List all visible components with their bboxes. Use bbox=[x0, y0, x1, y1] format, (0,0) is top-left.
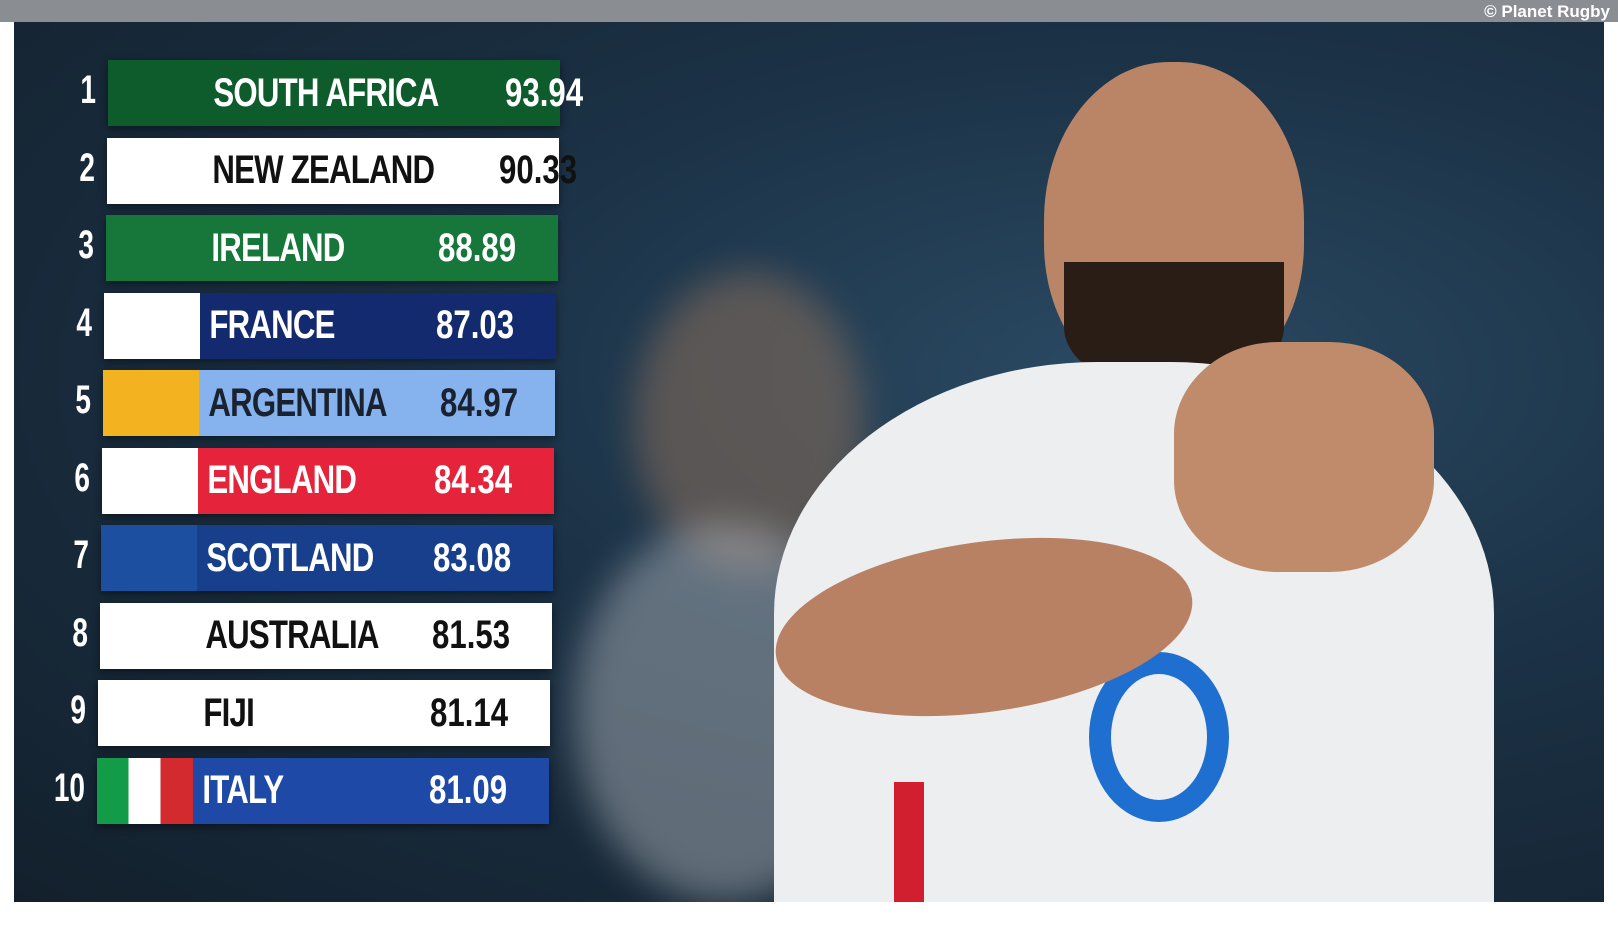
team-points: 88.89 bbox=[437, 225, 516, 270]
team-name: IRELAND bbox=[210, 225, 345, 270]
team-points: 84.34 bbox=[434, 458, 513, 502]
team-logo bbox=[103, 370, 200, 436]
team-points: 81.53 bbox=[431, 613, 510, 657]
team-logo bbox=[106, 137, 203, 204]
ranking-row: ARGENTINA 84.97 bbox=[103, 370, 556, 436]
rank: 4 bbox=[76, 300, 93, 345]
rank: 6 bbox=[74, 455, 90, 500]
ranking-row: ITALY 81.09 bbox=[97, 757, 550, 824]
team-logo bbox=[98, 680, 195, 746]
rank: 2 bbox=[79, 145, 95, 190]
team-logo bbox=[99, 602, 196, 669]
ranking-row: SOUTH AFRICA 93.94 bbox=[108, 60, 583, 126]
ranking-row: FRANCE 87.03 bbox=[104, 292, 557, 359]
player-hands bbox=[1174, 342, 1434, 572]
shirt-stripe bbox=[894, 782, 924, 902]
team-points: 81.09 bbox=[429, 768, 508, 812]
rank: 7 bbox=[73, 533, 89, 577]
ranking-row: ENGLAND 84.34 bbox=[102, 447, 554, 514]
team-name: FIJI bbox=[203, 690, 255, 735]
team-logo bbox=[105, 215, 202, 281]
rank: 1 bbox=[80, 68, 96, 112]
team-name: SOUTH AFRICA bbox=[213, 70, 439, 115]
team-points: 87.03 bbox=[436, 303, 515, 347]
team-points: 90.33 bbox=[499, 148, 578, 192]
team-name: FRANCE bbox=[209, 303, 336, 347]
team-name: AUSTRALIA bbox=[204, 613, 379, 657]
photo-background bbox=[14, 22, 1604, 902]
team-logo bbox=[97, 757, 194, 824]
ranking-row: SCOTLAND 83.08 bbox=[100, 525, 553, 591]
ranking-row: IRELAND 88.89 bbox=[105, 215, 558, 281]
credit: © Planet Rugby bbox=[1484, 2, 1610, 21]
team-points: 93.94 bbox=[504, 70, 583, 115]
ranking-row: AUSTRALIA 81.53 bbox=[99, 602, 552, 669]
rank: 9 bbox=[70, 688, 87, 732]
team-name: ITALY bbox=[202, 768, 285, 812]
team-logo bbox=[100, 525, 197, 591]
team-points: 81.14 bbox=[430, 690, 509, 735]
team-points: 83.08 bbox=[432, 535, 511, 580]
team-name: NEW ZEALAND bbox=[212, 148, 435, 192]
team-logo bbox=[102, 447, 198, 514]
rank: 10 bbox=[54, 765, 86, 810]
rank: 3 bbox=[78, 223, 94, 267]
rank: 5 bbox=[75, 378, 92, 422]
ranking-row: NEW ZEALAND 90.33 bbox=[106, 137, 577, 204]
top-bar: © Planet Rugby bbox=[0, 0, 1618, 22]
team-name: ENGLAND bbox=[207, 458, 357, 502]
ranking-row: FIJI 81.14 bbox=[98, 680, 551, 746]
team-points: 84.97 bbox=[439, 380, 519, 425]
team-logo bbox=[108, 60, 204, 126]
team-name: ARGENTINA bbox=[208, 380, 388, 425]
rank: 8 bbox=[72, 610, 88, 655]
team-logo bbox=[104, 292, 201, 359]
team-name: SCOTLAND bbox=[206, 535, 374, 580]
